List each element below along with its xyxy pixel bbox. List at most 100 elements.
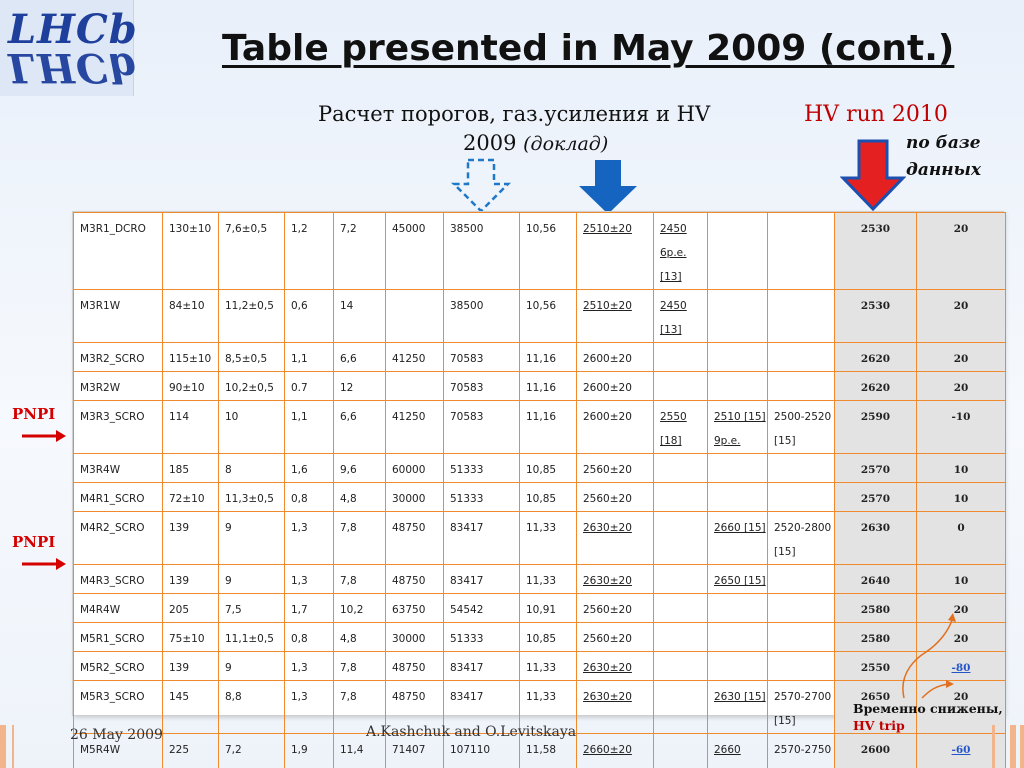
table-cell: 1,3 [284,651,334,681]
table-cell: 2630 [834,511,917,565]
database-label-line1: по базе [906,133,981,153]
table-cell: 20 [916,371,1006,401]
table-cell: 7,5 [218,593,285,623]
table-cell [707,622,768,652]
data-table: M3R1_DCRO 130±10 7,6±0,5 1,2 7,2 45000 38500 10… [73,212,1006,768]
table-row: M3R2W 90±10 10,2±0,5 0.7 12 70583 11,16 2600±20… [73,371,1006,401]
database-label: по базе данных [906,130,981,184]
note-connector-arrows [902,613,956,699]
table-cell: 84±10 [162,289,219,343]
table-cell: 70583 [443,371,520,401]
table-cell: 71407 [385,733,444,768]
table-cell [653,453,708,483]
table-cell: 2530 [834,212,917,290]
table-cell: 2530 [834,289,917,343]
table-cell: 10,56 [519,212,577,290]
table-cell: 7,8 [333,651,386,681]
table-cell [767,593,835,623]
pnpi-label-1: PNPI [12,405,56,423]
table-cell: 10,85 [519,482,577,512]
table-cell: 2640 [834,564,917,594]
table-cell: 1,1 [284,342,334,372]
table-cell: 70583 [443,400,520,454]
table-cell: 9 [218,564,285,594]
table-cell: 7,2 [218,733,285,768]
table-cell: 83417 [443,680,520,734]
table-cell: 2550 [18] [653,400,708,454]
table-cell: 185 [162,453,219,483]
table-cell: 2600±20 [576,400,654,454]
table-cell [767,371,835,401]
table-row: M3R1W 84±10 11,2±0,5 0,6 14 38500 10,56 2510±20… [73,289,1006,343]
table-cell [707,593,768,623]
table-cell: 11,1±0,5 [218,622,285,652]
table-cell: 30000 [385,622,444,652]
table-cell: 10,2 [333,593,386,623]
table-cell: 2570-2700 [15] [767,680,835,734]
table-cell [767,622,835,652]
table-row: M5R1_SCRO 75±10 11,1±0,5 0,8 4,8 30000 51333 10… [73,622,1006,652]
table-cell: M3R3_SCRO [73,400,163,454]
table-cell: 1,3 [284,511,334,565]
table-cell [653,511,708,565]
table-cell: 54542 [443,593,520,623]
lhcb-logo: LHCb LHCb [0,0,138,96]
table-cell: 1,9 [284,733,334,768]
table-cell: 20 [916,342,1006,372]
table-cell: 2560±20 [576,622,654,652]
table-cell [385,371,444,401]
table-cell: 2590 [834,400,917,454]
table-cell [653,651,708,681]
table-cell [767,651,835,681]
table-cell: 11,33 [519,564,577,594]
table-cell: 115±10 [162,342,219,372]
table-cell: 72±10 [162,482,219,512]
note-line1: Временно снижены, [853,701,1003,716]
table-cell: 11,58 [519,733,577,768]
table-cell: 10,85 [519,622,577,652]
table-cell: 51333 [443,482,520,512]
table-cell: M4R1_SCRO [73,482,163,512]
table-cell: 8,5±0,5 [218,342,285,372]
table-cell [767,453,835,483]
table-cell: 11,33 [519,680,577,734]
table-row: M5R4W 225 7,2 1,9 11,4 71407 107110 11,58 2660±2… [73,733,1006,768]
table-cell: M5R4W [73,733,163,768]
table-cell: 9 [218,511,285,565]
subtitle-year: 2009 (доклад) [463,131,608,155]
table-cell: 0,8 [284,482,334,512]
table-cell: 1,2 [284,212,334,290]
table-cell: 83417 [443,511,520,565]
table-cell: 9,6 [333,453,386,483]
table-cell: 1,3 [284,680,334,734]
table-cell: 45000 [385,212,444,290]
hv-trip-note: Временно снижены, HV trip [853,700,1003,734]
table-cell: 2560±20 [576,593,654,623]
table-cell: 8,8 [218,680,285,734]
table-cell: 4,8 [333,482,386,512]
table-cell: M4R2_SCRO [73,511,163,565]
table-cell: 7,2 [333,212,386,290]
note-line2: HV trip [853,718,905,733]
table-cell: 2450 [13] [653,289,708,343]
table-cell: 70583 [443,342,520,372]
hv-run-label: HV run 2010 [804,102,948,127]
table-cell [707,289,768,343]
table-cell [767,342,835,372]
subtitle-calculation: Расчет порогов, газ.усиления и HV [318,102,711,126]
table-cell: 11,33 [519,511,577,565]
table-cell: 48750 [385,511,444,565]
table-cell: 145 [162,680,219,734]
table-cell: M5R2_SCRO [73,651,163,681]
table-cell: 139 [162,651,219,681]
table-cell: 20 [916,622,1006,652]
table-cell: 130±10 [162,212,219,290]
table-cell: 11,16 [519,342,577,372]
table-cell: M3R1_DCRO [73,212,163,290]
table-cell: 83417 [443,651,520,681]
table-cell: 2510±20 [576,289,654,343]
table-cell: 20 [916,289,1006,343]
table-row: M3R3_SCRO 114 10 1,1 6,6 41250 70583 11,16 2600±… [73,400,1006,454]
table-row: M5R2_SCRO 139 9 1,3 7,8 48750 83417 11,33 2630±2… [73,651,1006,681]
logo-text: LHCb [8,6,138,53]
